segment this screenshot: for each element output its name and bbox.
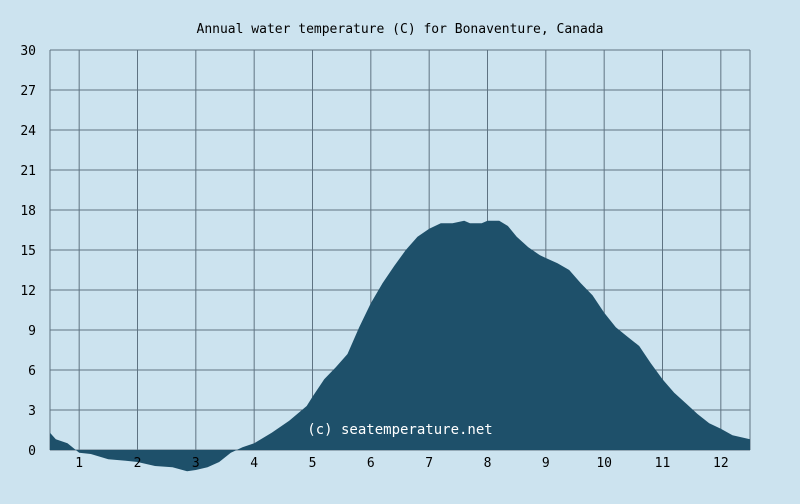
y-tick-label: 21 (20, 164, 36, 179)
x-tick-label: 3 (192, 456, 200, 471)
y-tick-label: 15 (20, 244, 36, 259)
y-tick-label: 24 (20, 124, 36, 139)
x-tick-label: 8 (484, 456, 492, 471)
y-tick-label: 27 (20, 84, 36, 99)
y-tick-label: 30 (20, 44, 36, 59)
x-tick-label: 9 (542, 456, 550, 471)
area-layer (50, 220, 750, 472)
x-tick-label: 6 (367, 456, 375, 471)
temperature-area (50, 220, 750, 472)
x-tick-labels: 1 2 3 4 5 6 7 8 9 10 11 12 (75, 456, 728, 471)
x-tick-label: 10 (596, 456, 612, 471)
y-tick-labels: 0 3 6 9 12 15 18 21 24 27 30 (20, 44, 36, 459)
watermark-text: (c) seatemperature.net (307, 422, 492, 438)
chart-title: Annual water temperature (C) for Bonaven… (197, 22, 604, 37)
x-tick-label: 7 (425, 456, 433, 471)
y-tick-label: 3 (28, 404, 36, 419)
y-tick-label: 6 (28, 364, 36, 379)
y-tick-label: 9 (28, 324, 36, 339)
y-tick-label: 0 (28, 444, 36, 459)
x-tick-label: 5 (309, 456, 317, 471)
x-tick-label: 2 (134, 456, 142, 471)
x-tick-label: 4 (250, 456, 258, 471)
x-tick-label: 11 (655, 456, 671, 471)
x-tick-label: 1 (75, 456, 83, 471)
y-tick-label: 18 (20, 204, 36, 219)
y-tick-label: 12 (20, 284, 36, 299)
x-tick-label: 12 (713, 456, 729, 471)
